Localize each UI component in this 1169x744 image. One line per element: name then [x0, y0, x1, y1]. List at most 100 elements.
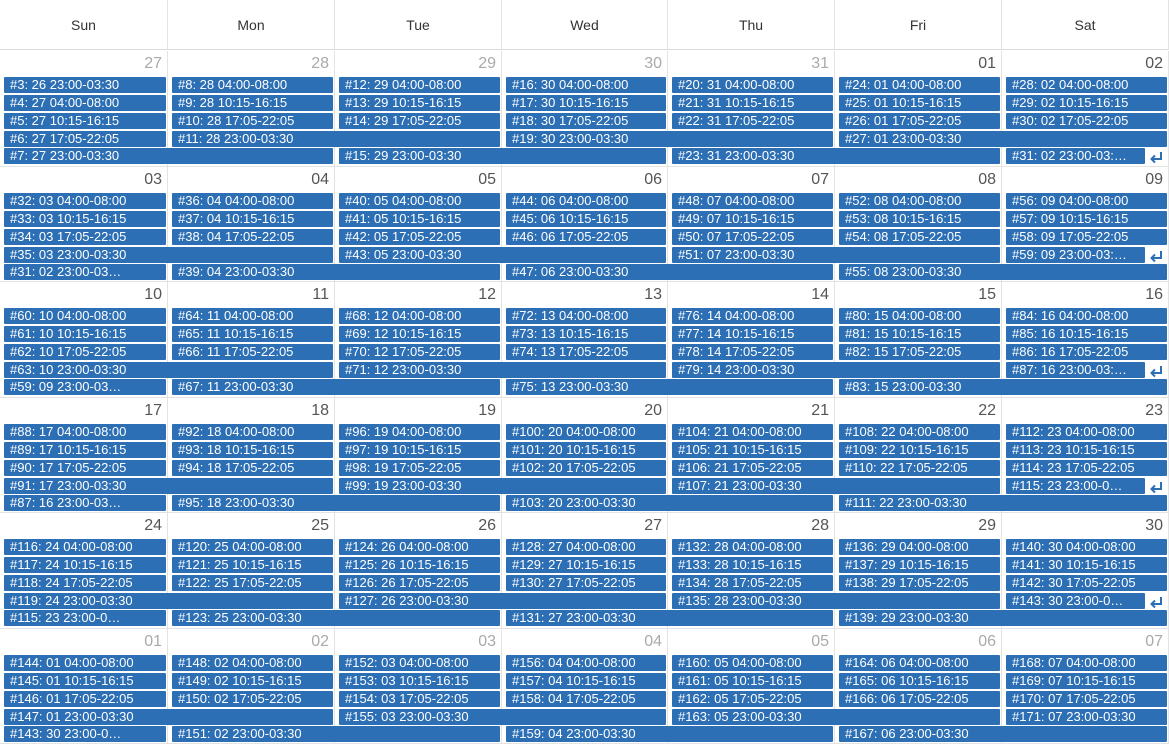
day-cell[interactable]: 15: [835, 282, 1002, 398]
day-cell[interactable]: 01: [835, 51, 1002, 167]
event-chip[interactable]: #164: 06 04:00-08:00: [839, 654, 1000, 671]
day-number[interactable]: 18: [311, 401, 329, 419]
day-cell[interactable]: 21: [668, 397, 835, 513]
day-cell[interactable]: 08: [835, 166, 1002, 282]
event-chip[interactable]: #38: 04 17:05-22:05: [172, 228, 333, 245]
day-number[interactable]: 03: [144, 170, 162, 188]
event-chip[interactable]: #139: 29 23:00-03:30: [839, 610, 1167, 626]
day-number[interactable]: 28: [811, 517, 829, 534]
event-chip[interactable]: #127: 26 23:00-03:30: [339, 593, 666, 609]
event-chip[interactable]: #60: 10 04:00-08:00: [4, 308, 166, 324]
event-chip[interactable]: #110: 22 17:05-22:05: [839, 459, 1000, 476]
day-number[interactable]: 30: [644, 55, 662, 72]
event-chip[interactable]: #18: 30 17:05-22:05: [506, 113, 666, 129]
event-chip[interactable]: #159: 04 23:00-03:30: [506, 725, 833, 742]
event-chip[interactable]: #45: 06 10:15-16:15: [506, 210, 666, 227]
event-chip[interactable]: #68: 12 04:00-08:00: [339, 308, 500, 324]
event-chip[interactable]: #100: 20 04:00-08:00: [506, 423, 666, 440]
day-number[interactable]: 23: [1145, 401, 1163, 419]
event-chip[interactable]: #107: 21 23:00-03:30: [672, 477, 1000, 494]
event-chip[interactable]: #142: 30 17:05-22:05: [1006, 575, 1167, 591]
event-chip[interactable]: #3: 26 23:00-03:30: [4, 77, 166, 93]
event-chip[interactable]: #78: 14 17:05-22:05: [672, 344, 833, 360]
event-chip[interactable]: #39: 04 23:00-03:30: [172, 263, 500, 280]
event-chip[interactable]: #46: 06 17:05-22:05: [506, 228, 666, 245]
event-chip[interactable]: #155: 03 23:00-03:30: [339, 708, 666, 725]
day-number[interactable]: 03: [478, 632, 496, 650]
event-chip[interactable]: #93: 18 10:15-16:15: [172, 441, 333, 458]
event-chip[interactable]: #9: 28 10:15-16:15: [172, 95, 333, 111]
day-cell[interactable]: 19: [335, 397, 502, 513]
day-cell[interactable]: 31: [668, 51, 835, 167]
event-chip[interactable]: #83: 15 23:00-03:30: [839, 379, 1167, 395]
event-chip[interactable]: #61: 10 10:15-16:15: [4, 326, 166, 342]
day-number[interactable]: 06: [644, 170, 662, 188]
event-chip[interactable]: #87: 16 23:00-03:…: [1006, 362, 1145, 378]
event-chip[interactable]: #31: 02 23:00-03…: [4, 263, 166, 280]
event-chip[interactable]: #42: 05 17:05-22:05: [339, 228, 500, 245]
day-number[interactable]: 15: [978, 286, 996, 303]
event-chip[interactable]: #81: 15 10:15-16:15: [839, 326, 1000, 342]
event-chip[interactable]: #86: 16 17:05-22:05: [1006, 344, 1167, 360]
day-cell[interactable]: 11: [168, 282, 335, 398]
event-chip[interactable]: #92: 18 04:00-08:00: [172, 423, 333, 440]
event-chip[interactable]: #121: 25 10:15-16:15: [172, 557, 333, 573]
event-chip[interactable]: #57: 09 10:15-16:15: [1006, 210, 1167, 227]
event-chip[interactable]: #20: 31 04:00-08:00: [672, 77, 833, 93]
day-number[interactable]: 06: [978, 632, 996, 650]
event-chip[interactable]: #137: 29 10:15-16:15: [839, 557, 1000, 573]
event-chip[interactable]: #21: 31 10:15-16:15: [672, 95, 833, 111]
day-cell[interactable]: 18: [168, 397, 335, 513]
day-cell[interactable]: 17: [0, 397, 168, 513]
day-cell[interactable]: 20: [502, 397, 668, 513]
day-cell[interactable]: 29: [335, 51, 502, 167]
day-number[interactable]: 29: [978, 517, 996, 534]
event-chip[interactable]: #8: 28 04:00-08:00: [172, 77, 333, 93]
event-chip[interactable]: #153: 03 10:15-16:15: [339, 672, 500, 689]
day-number[interactable]: 17: [144, 401, 162, 419]
day-number[interactable]: 04: [644, 632, 662, 650]
event-chip[interactable]: #34: 03 17:05-22:05: [4, 228, 166, 245]
day-number[interactable]: 29: [478, 55, 496, 72]
event-chip[interactable]: #149: 02 10:15-16:15: [172, 672, 333, 689]
event-chip[interactable]: #161: 05 10:15-16:15: [672, 672, 833, 689]
day-cell[interactable]: 26: [335, 513, 502, 629]
event-chip[interactable]: #31: 02 23:00-03:…: [1006, 148, 1145, 164]
event-chip[interactable]: #79: 14 23:00-03:30: [672, 362, 1000, 378]
event-chip[interactable]: #141: 30 10:15-16:15: [1006, 557, 1167, 573]
event-chip[interactable]: #30: 02 17:05-22:05: [1006, 113, 1167, 129]
event-chip[interactable]: #70: 12 17:05-22:05: [339, 344, 500, 360]
event-chip[interactable]: #24: 01 04:00-08:00: [839, 77, 1000, 93]
day-cell[interactable]: 07: [668, 166, 835, 282]
event-chip[interactable]: #88: 17 04:00-08:00: [4, 423, 166, 440]
event-chip[interactable]: #82: 15 17:05-22:05: [839, 344, 1000, 360]
event-chip[interactable]: #97: 19 10:15-16:15: [339, 441, 500, 458]
day-number[interactable]: 02: [1145, 55, 1163, 72]
event-chip[interactable]: #169: 07 10:15-16:15: [1006, 672, 1167, 689]
day-number[interactable]: 09: [1145, 170, 1163, 188]
event-chip[interactable]: #48: 07 04:00-08:00: [672, 192, 833, 209]
event-chip[interactable]: #133: 28 10:15-16:15: [672, 557, 833, 573]
day-number[interactable]: 08: [978, 170, 996, 188]
event-chip[interactable]: #74: 13 17:05-22:05: [506, 344, 666, 360]
event-chip[interactable]: #27: 01 23:00-03:30: [839, 131, 1167, 147]
event-chip[interactable]: #69: 12 10:15-16:15: [339, 326, 500, 342]
event-chip[interactable]: #143: 30 23:00-0…: [4, 725, 166, 742]
day-number[interactable]: 27: [144, 55, 162, 72]
event-chip[interactable]: #158: 04 17:05-22:05: [506, 690, 666, 707]
event-chip[interactable]: #73: 13 10:15-16:15: [506, 326, 666, 342]
event-chip[interactable]: #129: 27 10:15-16:15: [506, 557, 666, 573]
day-number[interactable]: 13: [644, 286, 662, 303]
event-chip[interactable]: #43: 05 23:00-03:30: [339, 246, 666, 263]
event-chip[interactable]: #89: 17 10:15-16:15: [4, 441, 166, 458]
day-cell[interactable]: 14: [668, 282, 835, 398]
event-chip[interactable]: #54: 08 17:05-22:05: [839, 228, 1000, 245]
day-number[interactable]: 24: [144, 517, 162, 534]
day-cell[interactable]: 03: [0, 166, 168, 282]
day-cell[interactable]: 04: [168, 166, 335, 282]
event-chip[interactable]: #5: 27 10:15-16:15: [4, 113, 166, 129]
event-chip[interactable]: #91: 17 23:00-03:30: [4, 477, 333, 494]
event-chip[interactable]: #145: 01 10:15-16:15: [4, 672, 166, 689]
day-number[interactable]: 02: [311, 632, 329, 650]
event-chip[interactable]: #115: 23 23:00-0…: [1006, 477, 1145, 494]
